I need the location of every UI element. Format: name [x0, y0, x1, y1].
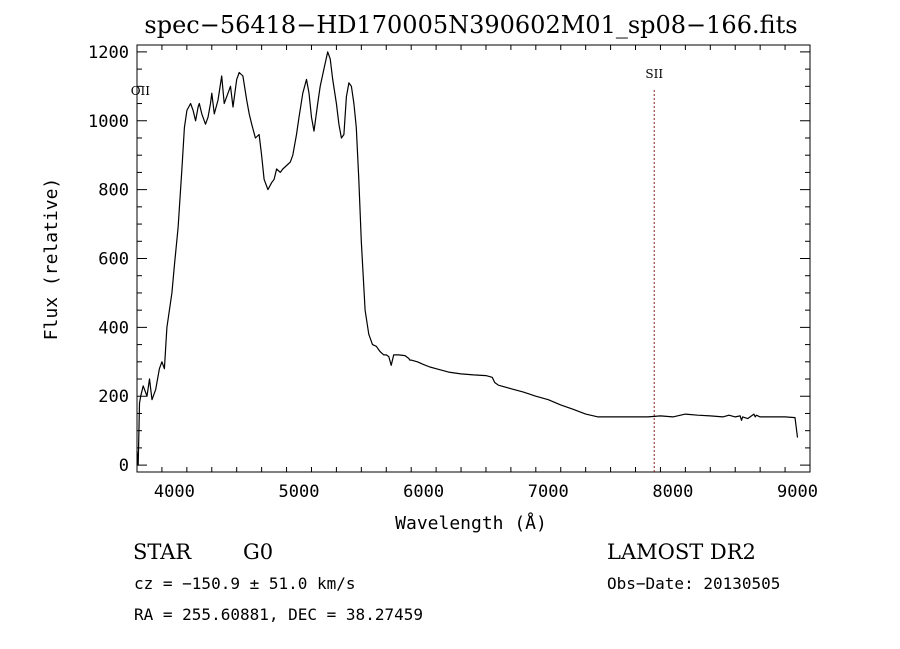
- spectral-line-label: SII: [645, 67, 663, 81]
- spectral-subclass: G0: [243, 540, 273, 564]
- redshift-velocity: cz = −150.9 ± 51.0 km/s: [134, 574, 356, 593]
- sky-coordinates: RA = 255.60881, DEC = 38.27459: [134, 605, 423, 624]
- x-tick-label: 9000: [777, 482, 818, 502]
- spectral-line-label: OII: [131, 84, 151, 98]
- x-tick-label: 8000: [652, 482, 693, 502]
- plot-frame: [136, 44, 811, 473]
- y-axis-label: Flux (relative): [41, 178, 62, 341]
- y-tick-label: 800: [98, 181, 129, 201]
- y-tick-label: 600: [98, 250, 129, 270]
- spectral-line-annotations: OII SII: [131, 67, 663, 472]
- object-class: STAR: [133, 540, 192, 564]
- spectrum-line: [136, 51, 799, 466]
- y-tick-label: 400: [98, 318, 129, 338]
- x-tick-label: 5000: [279, 482, 320, 502]
- survey-name: LAMOST DR2: [607, 540, 756, 564]
- y-tick-label: 200: [98, 387, 129, 407]
- x-tick-label: 4000: [154, 482, 195, 502]
- x-axis-label: Wavelength (Å): [395, 512, 547, 534]
- x-tick-label: 7000: [528, 482, 569, 502]
- spectrum-series: [136, 51, 799, 466]
- y-axis-ticks: 0 200 400 600 800 1000 1200: [88, 43, 810, 476]
- y-tick-label: 1000: [88, 112, 129, 132]
- x-tick-label: 6000: [403, 482, 444, 502]
- y-tick-label: 1200: [88, 43, 129, 63]
- y-tick-label: 0: [119, 456, 129, 476]
- observation-date: Obs−Date: 20130505: [607, 574, 780, 593]
- x-axis-ticks: 4000 5000 6000 7000 8000 9000: [136, 45, 818, 502]
- chart-title: spec−56418−HD170005N390602M01_sp08−166.f…: [144, 11, 797, 39]
